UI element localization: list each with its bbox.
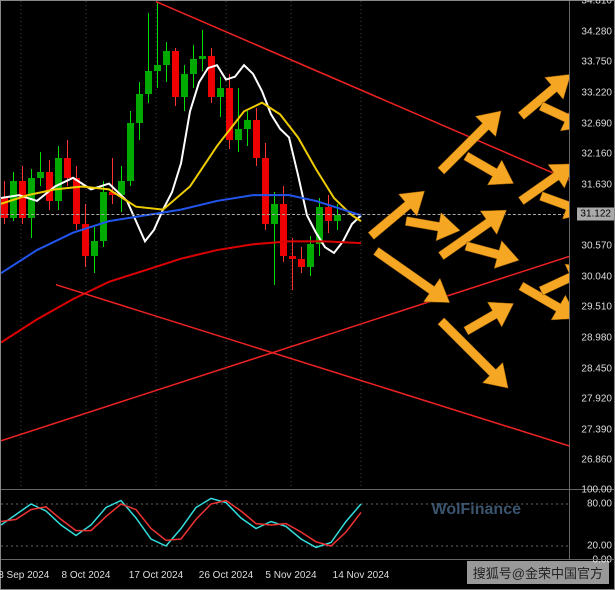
price-tick: 34.810 xyxy=(581,0,612,7)
price-tick: 31.630 xyxy=(581,179,612,190)
projection-arrow xyxy=(464,152,514,185)
price-tick: 32.160 xyxy=(581,149,612,160)
oscillator-tick: 100.00 xyxy=(581,485,612,496)
projection-arrow xyxy=(373,247,449,302)
price-tick: 29.510 xyxy=(581,302,612,313)
oscillator-tick: 20.00 xyxy=(587,541,612,552)
price-tick: 28.980 xyxy=(581,332,612,343)
oscillator-line xyxy=(1,501,361,547)
date-tick: 28 Sep 2024 xyxy=(0,570,49,581)
price-tick: 27.390 xyxy=(581,424,612,435)
price-tick: 33.220 xyxy=(581,87,612,98)
attribution-badge: 搜狐号@金荣中国官方 xyxy=(467,561,609,584)
current-price-tag: 31.122 xyxy=(577,208,614,221)
watermark: WolFinance xyxy=(432,501,522,519)
price-tick: 30.570 xyxy=(581,241,612,252)
projection-arrow xyxy=(465,241,519,269)
price-tick: 33.750 xyxy=(581,57,612,68)
oscillator-tick: 80.00 xyxy=(587,499,612,510)
oscillator-panel[interactable]: WolFinance xyxy=(1,489,571,559)
projection-arrow xyxy=(438,111,501,174)
price-tick: 27.920 xyxy=(581,394,612,405)
projection-arrow xyxy=(368,191,425,239)
main-price-chart[interactable] xyxy=(1,1,571,491)
projection-arrow xyxy=(539,264,571,295)
price-tick: 28.450 xyxy=(581,363,612,374)
date-tick: 14 Nov 2024 xyxy=(333,570,390,581)
date-tick: 17 Oct 2024 xyxy=(129,570,183,581)
date-tick: 5 Nov 2024 xyxy=(265,570,316,581)
price-axis: 34.810 34.280 33.750 33.220 32.690 32.160 31.6… xyxy=(569,1,614,491)
date-tick: 26 Oct 2024 xyxy=(199,570,253,581)
trading-chart: 34.810 34.280 33.750 33.220 32.690 32.160 31.6… xyxy=(0,0,615,590)
projection-arrow xyxy=(405,213,460,241)
price-tick: 34.280 xyxy=(581,26,612,37)
date-tick: 8 Oct 2024 xyxy=(62,570,111,581)
price-tick: 26.860 xyxy=(581,455,612,466)
projection-arrow xyxy=(464,302,514,335)
oscillator-line xyxy=(1,498,361,547)
projection-arrow xyxy=(539,192,571,219)
oscillator-axis: 100.0080.0020.000.00 xyxy=(569,489,614,559)
price-tick: 30.040 xyxy=(581,271,612,282)
price-tick: 32.690 xyxy=(581,118,612,129)
projection-arrow xyxy=(539,102,571,131)
